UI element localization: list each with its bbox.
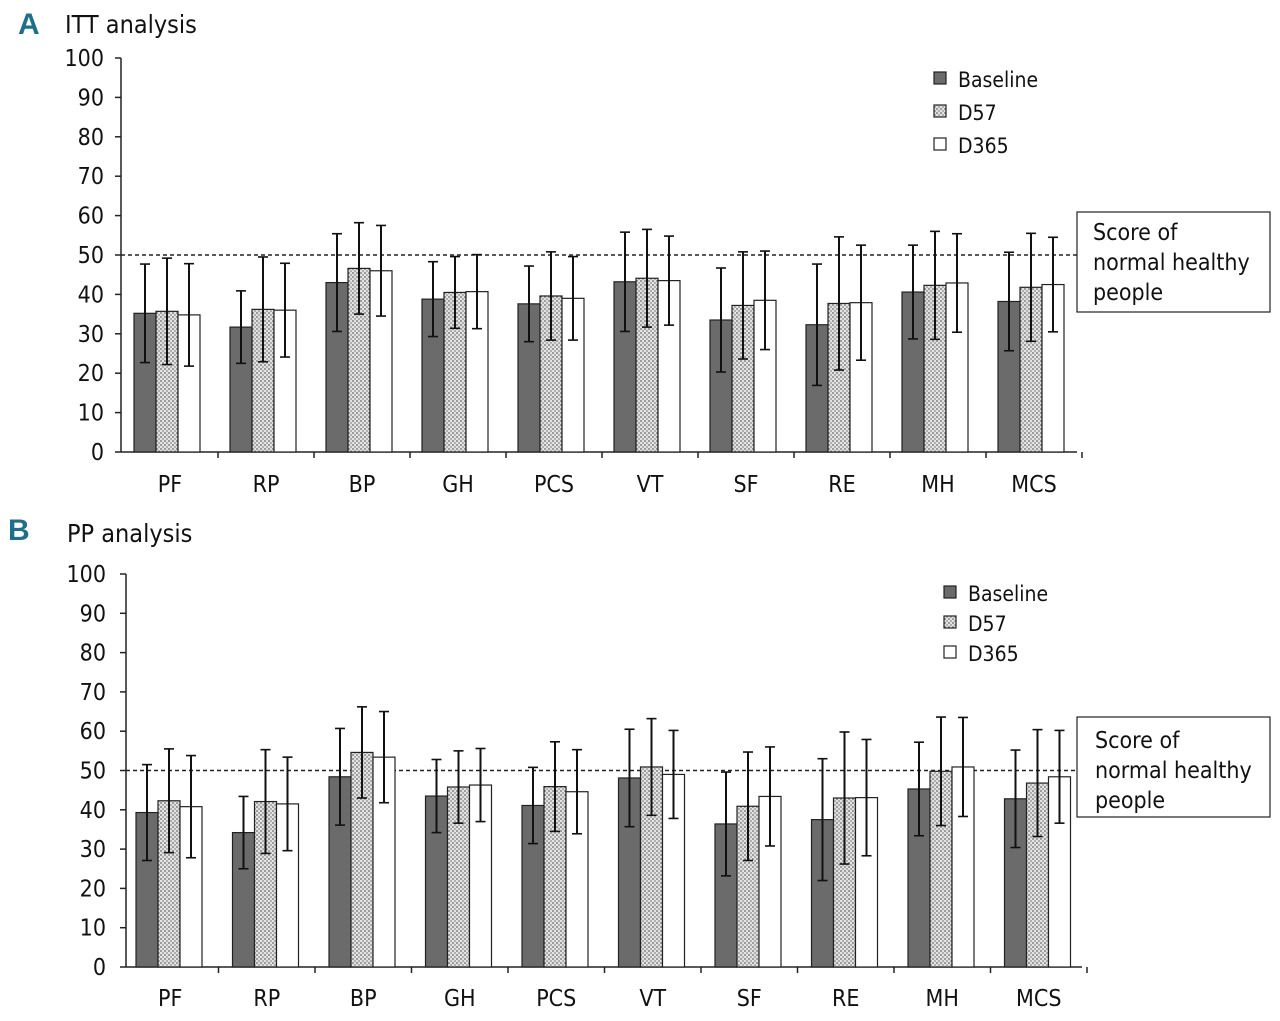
y-tick-label: 70 xyxy=(78,164,104,190)
legend-swatch xyxy=(933,104,947,118)
x-tick-label: RP xyxy=(253,986,280,1012)
y-tick-label: 50 xyxy=(78,243,104,269)
y-tick-label: 10 xyxy=(80,916,106,942)
y-tick-label: 60 xyxy=(78,204,104,230)
x-tick-label: BP xyxy=(350,986,377,1012)
x-tick-label: MCS xyxy=(1016,986,1061,1012)
y-tick-label: 100 xyxy=(65,46,105,72)
chart-title: ITT analysis xyxy=(65,10,197,39)
x-tick-label: RE xyxy=(828,472,855,498)
reference-label-line: Score of xyxy=(1093,220,1178,246)
x-tick-label: VT xyxy=(639,986,666,1012)
reference-label-line: people xyxy=(1095,788,1165,814)
y-tick-label: 90 xyxy=(78,85,104,111)
x-tick-label: SF xyxy=(733,472,758,498)
y-tick-label: 80 xyxy=(78,125,104,151)
legend-label: D57 xyxy=(958,101,997,125)
legend-label: Baseline xyxy=(968,582,1048,606)
panel-label: B xyxy=(8,514,30,547)
reference-label-box xyxy=(1076,716,1271,818)
x-tick-label: MH xyxy=(926,986,959,1012)
legend-swatch xyxy=(943,645,957,659)
legend-label: D57 xyxy=(968,612,1007,636)
x-tick-label: GH xyxy=(442,472,474,498)
y-tick-label: 90 xyxy=(80,601,106,627)
y-tick-label: 10 xyxy=(78,401,104,427)
reference-label-line: normal healthy xyxy=(1093,250,1250,276)
y-tick-label: 20 xyxy=(80,876,106,902)
panel-label: A xyxy=(18,8,40,41)
y-tick-label: 0 xyxy=(91,440,104,466)
y-tick-label: 30 xyxy=(80,837,106,863)
x-tick-label: RP xyxy=(253,472,280,498)
y-tick-label: 40 xyxy=(78,282,104,308)
chart-title: PP analysis xyxy=(67,519,192,548)
x-tick-label: VT xyxy=(637,472,664,498)
y-tick-label: 30 xyxy=(78,322,104,348)
legend-label: Baseline xyxy=(958,68,1038,92)
reference-label-box xyxy=(1076,211,1271,313)
chart-panel-a: A ITT analysis 0 10 20 30 40 50 60 70 80 90 100 PF RP B… xyxy=(0,0,1280,505)
y-tick-label: 40 xyxy=(80,798,106,824)
legend-swatch xyxy=(933,71,947,85)
legend-label: D365 xyxy=(958,134,1009,158)
x-tick-label: PCS xyxy=(536,986,576,1012)
y-tick-label: 50 xyxy=(80,759,106,785)
y-tick-label: 100 xyxy=(67,562,107,588)
reference-label-line: people xyxy=(1093,280,1163,306)
y-tick-label: 0 xyxy=(93,955,106,981)
legend-swatch xyxy=(933,137,947,151)
reference-label-line: Score of xyxy=(1095,728,1180,754)
x-tick-label: MCS xyxy=(1011,472,1056,498)
chart-a-svg: A ITT analysis 0 10 20 30 40 50 60 70 80 90 100 PF RP B… xyxy=(18,8,1271,498)
y-tick-label: 60 xyxy=(80,719,106,745)
x-tick-label: GH xyxy=(444,986,476,1012)
y-tick-label: 80 xyxy=(80,641,106,667)
x-tick-label: PCS xyxy=(534,472,574,498)
legend-swatch xyxy=(943,615,957,629)
x-tick-label: MH xyxy=(921,472,954,498)
y-tick-label: 20 xyxy=(78,361,104,387)
chart-b-svg: B PP analysis 0 10 20 30 40 50 60 70 80 90 100 PF RP BP… xyxy=(8,514,1271,1012)
legend-swatch xyxy=(943,585,957,599)
x-tick-label: PF xyxy=(158,472,182,498)
x-tick-label: SF xyxy=(737,986,762,1012)
reference-label-line: normal healthy xyxy=(1095,758,1252,784)
chart-panel-b: B PP analysis 0 10 20 30 40 50 60 70 80 90 100 PF RP BP… xyxy=(0,510,1280,1021)
y-tick-label: 70 xyxy=(80,680,106,706)
legend-label: D365 xyxy=(968,642,1019,666)
x-tick-label: BP xyxy=(349,472,376,498)
x-tick-label: RE xyxy=(832,986,859,1012)
x-tick-label: PF xyxy=(158,986,182,1012)
